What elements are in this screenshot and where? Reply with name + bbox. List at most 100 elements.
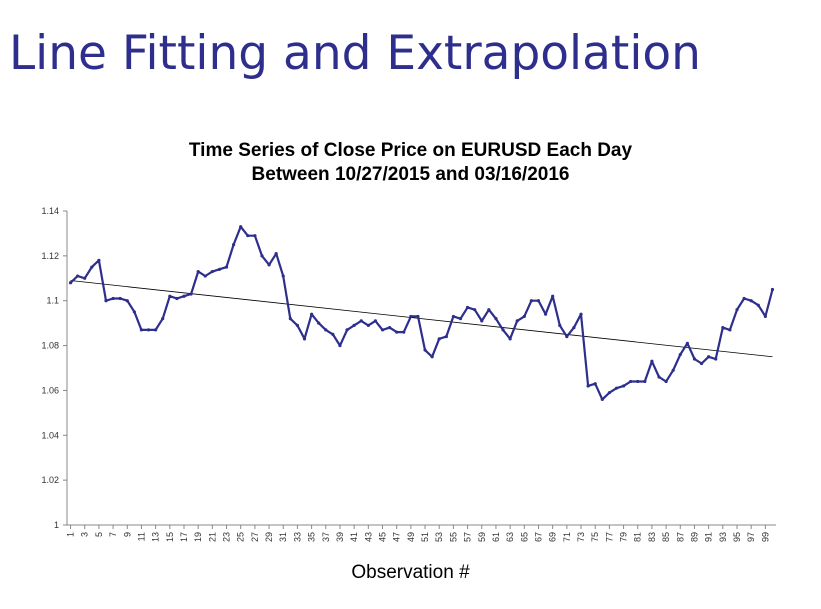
x-tick-label: 77 [604, 532, 614, 542]
data-point [664, 379, 668, 384]
x-tick-label: 15 [165, 532, 175, 542]
x-tick-label: 49 [406, 532, 416, 542]
data-point [395, 330, 399, 334]
data-point [224, 265, 229, 269]
x-tick-label: 95 [732, 532, 742, 542]
data-point [246, 234, 250, 238]
trend-line [70, 280, 773, 358]
x-tick-label: 85 [661, 532, 671, 542]
data-point [310, 312, 314, 316]
data-point [345, 328, 349, 332]
data-point [465, 305, 470, 310]
data-point [586, 384, 590, 388]
data-point [650, 359, 654, 363]
data-point [402, 330, 406, 334]
x-tick-label: 93 [718, 532, 728, 542]
data-point [324, 328, 328, 332]
data-point [473, 308, 477, 312]
data-point [90, 265, 94, 269]
data-point [203, 274, 207, 278]
y-tick-label: 1.1 [46, 296, 59, 306]
data-point [437, 337, 441, 341]
data-point [295, 323, 300, 327]
data-point [281, 274, 285, 278]
data-point [643, 379, 647, 384]
x-tick-label: 73 [576, 532, 586, 542]
data-point [451, 314, 456, 319]
x-tick-label: 71 [562, 532, 572, 542]
x-tick-label: 83 [647, 532, 657, 542]
y-tick-label: 1 [54, 520, 59, 530]
data-point [387, 326, 392, 330]
data-point [728, 328, 732, 332]
x-tick-label: 29 [264, 532, 274, 542]
data-point [508, 337, 512, 341]
x-tick-label: 13 [151, 532, 161, 542]
data-point [593, 382, 597, 386]
data-point [621, 384, 626, 388]
x-tick-label: 97 [746, 532, 756, 542]
data-point [132, 310, 136, 314]
x-tick-label: 69 [548, 532, 558, 542]
data-point [657, 375, 661, 379]
data-point [154, 328, 158, 332]
x-tick-label: 67 [533, 532, 543, 542]
x-tick-label: 55 [448, 532, 458, 542]
data-point [352, 323, 356, 327]
data-point [430, 355, 434, 359]
data-point [536, 299, 541, 303]
data-point [373, 319, 378, 323]
data-point [97, 258, 101, 262]
chart-title-line-1: Time Series of Close Price on EURUSD Eac… [188, 140, 633, 161]
x-tick-label: 47 [392, 532, 402, 542]
data-point [161, 317, 165, 321]
data-point [480, 319, 484, 323]
data-point [210, 269, 214, 274]
data-point [749, 299, 753, 303]
x-tick-label: 99 [760, 532, 770, 542]
x-axis-label: Observation # [351, 562, 470, 583]
data-point [735, 308, 739, 312]
x-tick-label: 75 [590, 532, 600, 542]
data-point [196, 269, 200, 274]
x-tick-label: 5 [94, 532, 104, 537]
y-tick-label: 1.06 [41, 385, 59, 395]
data-point [636, 379, 640, 384]
data-point [274, 252, 278, 256]
x-tick-label: 61 [491, 532, 501, 542]
data-point [416, 314, 420, 319]
data-point [182, 294, 186, 298]
data-point [260, 254, 264, 258]
x-tick-label: 89 [689, 532, 699, 542]
data-point [317, 321, 321, 325]
data-point [614, 386, 619, 390]
data-point [359, 319, 363, 323]
data-point [572, 326, 576, 330]
data-point [366, 323, 370, 327]
x-tick-label: 17 [179, 532, 189, 542]
data-point [83, 276, 87, 280]
data-point [714, 357, 718, 361]
data-point [494, 317, 498, 321]
y-tick-label: 1.02 [41, 475, 59, 485]
data-point [551, 294, 555, 298]
data-point [770, 287, 775, 292]
data-point [423, 348, 427, 352]
data-point [76, 274, 80, 278]
y-tick-label: 1.12 [41, 251, 59, 261]
data-point [68, 281, 73, 285]
x-tick-label: 37 [321, 532, 331, 542]
data-point [699, 361, 704, 366]
x-tick-label: 91 [704, 532, 714, 542]
x-tick-label: 27 [250, 532, 260, 542]
x-tick-label: 59 [477, 532, 487, 542]
x-tick-label: 65 [519, 532, 529, 542]
y-tick-label: 1.14 [41, 206, 59, 216]
data-point [763, 314, 767, 319]
data-point [607, 391, 611, 395]
data-point [104, 299, 108, 303]
data-point [522, 314, 526, 319]
data-point [515, 319, 519, 323]
data-point [692, 357, 697, 361]
data-point [253, 234, 257, 238]
